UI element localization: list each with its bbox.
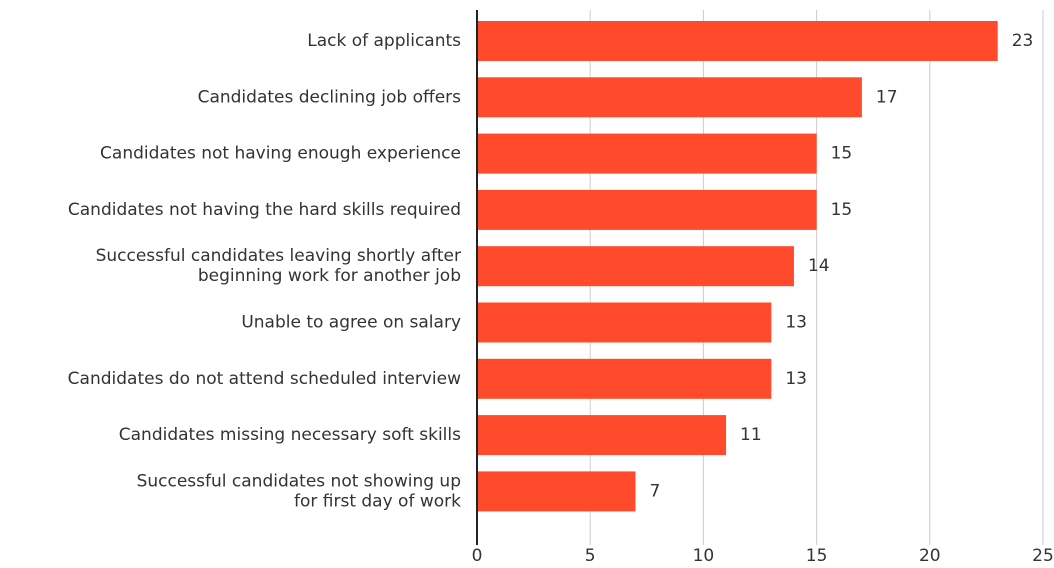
value-label: 15 [831,200,853,220]
category-label: Candidates not having the hard skills re… [68,200,461,220]
value-label: 15 [831,144,853,164]
x-tick-label: 10 [693,546,715,566]
value-label: 13 [785,369,807,389]
category-label: Candidates declining job offers [198,87,462,107]
bar [477,77,862,118]
bar [477,471,636,512]
category-label: Candidates missing necessary soft skills [119,425,461,445]
x-tick-label: 20 [919,546,941,566]
x-tick-label: 0 [472,546,483,566]
category-label: Candidates do not attend scheduled inter… [68,369,461,389]
x-tick-label: 15 [806,546,828,566]
x-tick-label: 5 [585,546,596,566]
value-label: 7 [649,481,660,501]
category-label: Successful candidates leaving shortly af… [96,246,461,286]
category-label: Unable to agree on salary [241,313,461,333]
value-label: 13 [785,313,807,333]
category-label: Successful candidates not showing up for … [137,471,462,511]
category-label: Candidates not having enough experience [100,144,461,164]
bar [477,189,817,230]
bar [477,302,772,343]
value-label: 11 [740,425,762,445]
bar [477,246,794,287]
category-label: Lack of applicants [307,31,461,51]
x-tick-label: 25 [1032,546,1054,566]
bar [477,415,727,456]
value-label: 17 [876,87,898,107]
bar [477,21,998,61]
value-label: 14 [808,256,830,276]
bar [477,133,817,174]
value-label: 23 [1012,31,1034,51]
bar [477,358,772,399]
